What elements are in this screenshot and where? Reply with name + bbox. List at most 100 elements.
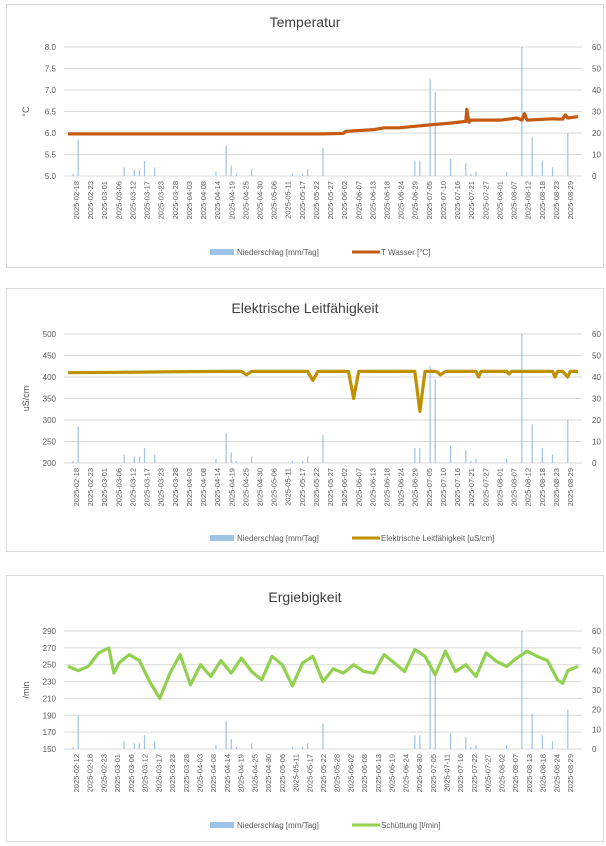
precip-bar — [475, 171, 477, 176]
x-tick-label: 2025-08-23 — [552, 468, 561, 506]
precip-bar — [251, 456, 253, 463]
precip-bar — [307, 169, 309, 176]
x-tick-label: 2025-03-12 — [128, 468, 137, 506]
precip-bar — [230, 165, 232, 176]
x-tick-label: 2025-06-18 — [383, 468, 392, 506]
precip-bar — [302, 460, 304, 463]
y2-tick-label: 30 — [592, 395, 601, 404]
precip-bar — [215, 458, 217, 463]
x-tick-label: 2025-04-19 — [237, 754, 246, 792]
y2-tick-label: 60 — [592, 330, 601, 339]
x-tick-label: 2025-04-08 — [199, 468, 208, 506]
x-tick-label: 2025-08-18 — [538, 181, 547, 219]
precip-bar — [123, 167, 125, 176]
precip-bar — [291, 747, 293, 749]
y-tick-label: 230 — [43, 678, 57, 687]
precip-bar — [225, 432, 227, 463]
x-tick-label: 2025-04-30 — [264, 754, 273, 792]
legend-label-line: T Wasser [°C] — [381, 248, 430, 257]
precip-bar — [429, 79, 431, 176]
x-tick-label: 2025-04-19 — [227, 468, 236, 506]
x-tick-label: 2025-07-27 — [481, 181, 490, 219]
x-tick-label: 2025-06-02 — [340, 468, 349, 506]
x-tick-label: 2025-05-17 — [305, 754, 314, 792]
precip-bar — [154, 741, 156, 749]
precip-bar — [307, 743, 309, 749]
x-tick-label: 2025-08-01 — [495, 468, 504, 506]
x-tick-label: 2025-03-12 — [128, 181, 137, 219]
x-tick-label: 2025-03-06 — [114, 181, 123, 219]
y2-tick-label: 60 — [592, 627, 601, 636]
x-tick-label: 2025-07-16 — [453, 181, 462, 219]
chart-temperatur: Temperatur 5.0 5.5 6.0 6.5 7.0 7.5 8.0 0 10 20 30 40… — [21, 14, 601, 257]
x-tick-label: 2025-07-16 — [453, 468, 462, 506]
precip-bar — [72, 747, 74, 749]
chart-title: Ergiebigkeit — [268, 589, 341, 605]
precip-bar — [138, 743, 140, 749]
precip-bar — [225, 721, 227, 749]
x-tick-label: 2025-04-30 — [255, 181, 264, 219]
y-axis-label: /min — [21, 681, 31, 698]
precip-bar — [235, 173, 237, 176]
precip-bar — [470, 747, 472, 749]
precip-bar — [72, 460, 74, 463]
legend-swatch-line — [352, 823, 380, 827]
legend-swatch-precip — [210, 249, 234, 255]
x-tick-label: 2025-05-28 — [333, 754, 342, 792]
precip-bar — [133, 169, 135, 176]
x-tick-label: 2025-06-02 — [346, 754, 355, 792]
y2-tick-label: 30 — [592, 108, 601, 117]
precip-bar — [475, 458, 477, 463]
x-tick-label: 2025-04-08 — [209, 754, 218, 792]
legend-swatch-line — [352, 536, 380, 540]
x-tick-label: 2025-08-13 — [525, 754, 534, 792]
y2-tick-label: 10 — [592, 725, 601, 734]
y2-tick-label: 40 — [592, 666, 601, 675]
precip-bar — [449, 158, 452, 176]
precip-bar — [251, 743, 253, 749]
x-tick-label: 2025-08-02 — [497, 754, 506, 792]
x-tick-label: 2025-03-23 — [168, 754, 177, 792]
y-tick-label: 500 — [43, 330, 57, 339]
x-tick-label: 2025-03-06 — [127, 754, 136, 792]
precip-bar — [506, 745, 508, 749]
y-tick-label: 170 — [43, 728, 57, 737]
x-tick-label: 2025-08-12 — [524, 468, 533, 506]
precip-bar — [506, 171, 508, 176]
y-tick-label: 350 — [43, 395, 57, 404]
precip-bar — [143, 735, 146, 749]
x-tick-label: 2025-03-28 — [171, 181, 180, 219]
x-tick-label: 2025-06-07 — [354, 468, 363, 506]
legend-swatch-precip — [210, 535, 234, 541]
x-tick-label: 2025-04-14 — [213, 468, 222, 506]
precip-bar — [133, 743, 135, 749]
x-tick-label: 2025-08-01 — [495, 181, 504, 219]
chart-panel-temperatur: Temperatur 5.0 5.5 6.0 6.5 7.0 7.5 8.0 0 10 20 30 40… — [6, 4, 604, 268]
x-tick-label: 2025-06-29 — [411, 181, 420, 219]
x-tick-label: 2025-06-30 — [415, 754, 424, 792]
x-tick-label: 2025-04-19 — [227, 181, 236, 219]
y-tick-label: 200 — [43, 459, 57, 468]
precip-bar — [531, 137, 533, 176]
x-tick-label: 2025-03-01 — [100, 181, 109, 219]
y-tick-label: 210 — [43, 694, 57, 703]
y2-tick-label: 50 — [592, 647, 601, 656]
x-tick-label: 2025-03-17 — [154, 754, 163, 792]
precip-bar — [449, 733, 452, 749]
x-tick-label: 2025-05-06 — [270, 181, 279, 219]
chart-panel-leitfaehigkeit: Elektrische Leitfähigkeit 200 250 300 350 400… — [6, 288, 604, 552]
precip-bar — [322, 723, 324, 749]
x-tick-label: 2025-03-12 — [141, 754, 150, 792]
precip-bar — [465, 737, 467, 749]
precip-bar — [251, 169, 253, 176]
precip-bar — [143, 447, 146, 463]
legend-label-line: Schüttung [l/min] — [381, 821, 441, 830]
precip-bar — [541, 735, 543, 749]
y-tick-label: 450 — [43, 352, 57, 361]
x-tick-label: 2025-08-07 — [510, 181, 519, 219]
precip-bar — [551, 454, 554, 463]
chart-title: Temperatur — [270, 14, 341, 30]
precip-bar — [138, 169, 140, 176]
precip-bar — [521, 334, 523, 463]
x-tick-label: 2025-05-22 — [319, 754, 328, 792]
